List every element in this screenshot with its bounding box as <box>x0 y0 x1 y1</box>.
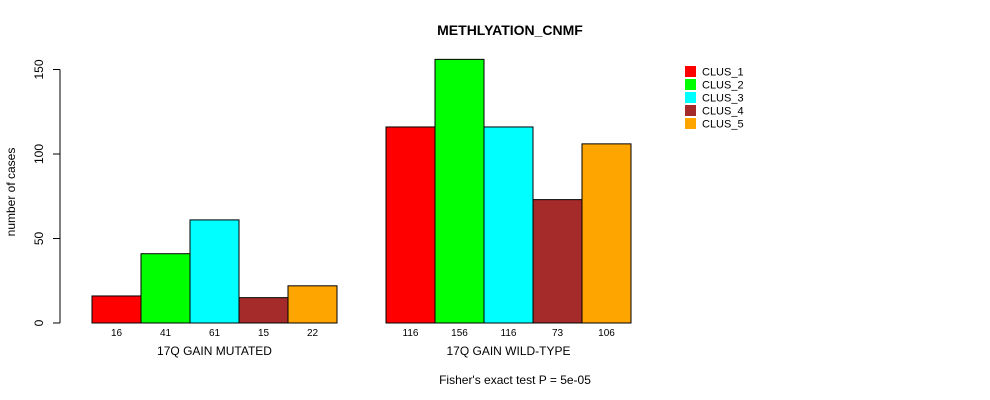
legend-swatch <box>685 79 696 90</box>
bars <box>91 58 632 324</box>
bar-value-label: 73 <box>552 328 564 339</box>
bar <box>385 126 436 324</box>
group-label: 17Q GAIN WILD-TYPE <box>446 344 570 358</box>
y-axis: 0 50 100 150 <box>32 59 61 326</box>
bar-value-label: 15 <box>258 328 270 339</box>
legend-label: CLUS_3 <box>702 93 744 105</box>
bar-value-label: 106 <box>598 328 615 339</box>
y-tick-label: 150 <box>32 59 46 79</box>
legend-swatch <box>685 92 696 103</box>
chart-title: METHLYATION_CNMF <box>437 22 583 38</box>
bar-labels: 16 41 61 15 22 116 156 116 73 106 <box>111 328 615 339</box>
bar-value-label: 16 <box>111 328 123 339</box>
y-tick-label: 100 <box>32 144 46 164</box>
group-labels: 17Q GAIN MUTATED 17Q GAIN WILD-TYPE <box>157 344 570 358</box>
bar <box>483 126 534 324</box>
footnote: Fisher's exact test P = 5e-05 <box>439 373 591 387</box>
bar <box>140 253 191 324</box>
bar-value-label: 156 <box>451 328 468 339</box>
legend-label: CLUS_1 <box>702 67 744 79</box>
legend-swatch <box>685 66 696 77</box>
bar <box>238 297 289 324</box>
bar <box>287 285 338 324</box>
legend-label: CLUS_2 <box>702 80 744 92</box>
bar-value-label: 61 <box>209 328 221 339</box>
y-tick-label: 0 <box>32 319 46 326</box>
group-label: 17Q GAIN MUTATED <box>157 344 272 358</box>
bar <box>532 199 583 324</box>
bar-value-label: 22 <box>307 328 319 339</box>
bar <box>434 58 485 324</box>
bar <box>581 143 632 324</box>
bar-value-label: 41 <box>160 328 172 339</box>
bar-value-label: 116 <box>501 328 517 339</box>
bar <box>189 219 240 324</box>
y-tick-label: 50 <box>32 232 46 246</box>
legend-label: CLUS_5 <box>702 119 744 131</box>
legend-swatch <box>685 105 696 116</box>
bar <box>91 295 142 324</box>
bar-value-label: 116 <box>403 328 419 339</box>
legend-swatch <box>685 118 696 129</box>
y-axis-label: number of cases <box>4 148 18 237</box>
legend-label: CLUS_4 <box>702 106 744 118</box>
